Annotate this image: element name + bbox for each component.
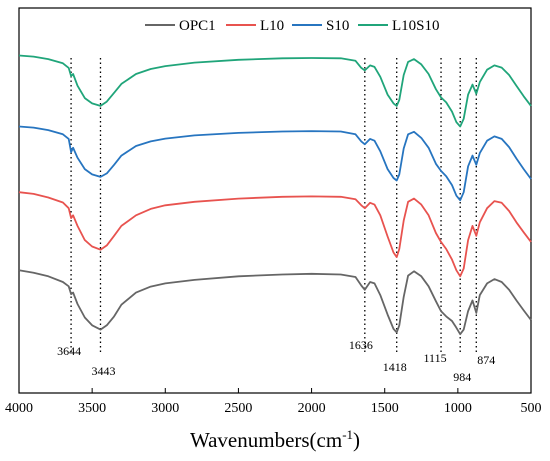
reference-lines bbox=[70, 58, 477, 352]
peak-labels: 3644 3443 1636 1418 1115 984 874 bbox=[57, 338, 495, 384]
x-tick-label-1500: 1500 bbox=[371, 401, 399, 416]
x-tick-label-4000: 4000 bbox=[5, 401, 33, 416]
series-line-l10 bbox=[18, 191, 532, 278]
x-axis-title: Wavenumbers(cm-1) bbox=[190, 427, 360, 452]
x-axis-title-close: ) bbox=[353, 428, 360, 452]
peak-label-984: 984 bbox=[453, 370, 471, 384]
x-tick-label-3500: 3500 bbox=[78, 401, 106, 416]
x-tick-label-2500: 2500 bbox=[224, 401, 252, 416]
plot-frame bbox=[18, 7, 532, 394]
x-tick-label-500: 500 bbox=[521, 401, 542, 416]
x-axis-title-superscript: -1 bbox=[342, 427, 353, 442]
legend-label-l10: L10 bbox=[260, 18, 284, 34]
series-line-l10s10 bbox=[18, 54, 532, 128]
peak-label-3644: 3644 bbox=[57, 344, 81, 358]
x-tick-label-1000: 1000 bbox=[444, 401, 472, 416]
peak-label-1115: 1115 bbox=[423, 351, 446, 365]
legend-label-opc1: OPC1 bbox=[179, 18, 216, 34]
legend-label-s10: S10 bbox=[326, 18, 349, 34]
series-line-s10 bbox=[18, 125, 532, 202]
series-line-opc1 bbox=[18, 269, 532, 336]
peak-label-874: 874 bbox=[477, 353, 495, 367]
x-tick-label-2000: 2000 bbox=[298, 401, 326, 416]
legend-label-l10s10: L10S10 bbox=[392, 18, 440, 34]
x-axis-ticks: 4000 3500 3000 2500 2000 1500 1000 500 bbox=[5, 388, 542, 416]
x-tick-label-3000: 3000 bbox=[151, 401, 179, 416]
peak-label-3443: 3443 bbox=[91, 364, 115, 378]
legend: OPC1 L10 S10 L10S10 bbox=[145, 18, 440, 34]
series-layer bbox=[18, 54, 532, 336]
peak-label-1418: 1418 bbox=[383, 360, 407, 374]
peak-label-1636: 1636 bbox=[349, 338, 373, 352]
x-axis-title-text: Wavenumbers(cm bbox=[190, 428, 342, 452]
